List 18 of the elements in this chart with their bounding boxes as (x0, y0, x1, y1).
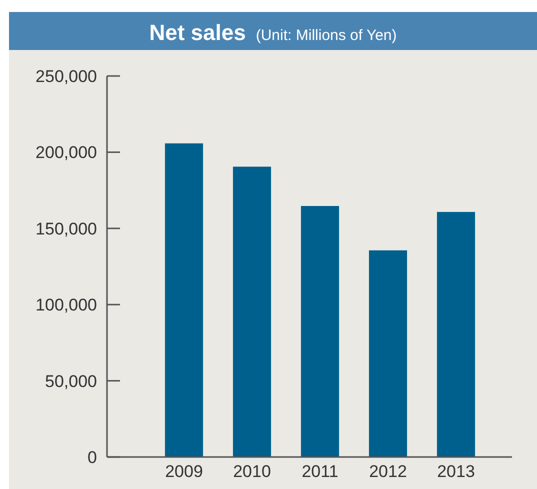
bar (232, 166, 272, 457)
chart-title: Net sales (149, 20, 246, 45)
x-tick-label: 2009 (165, 462, 203, 481)
chart-subtitle: (Unit: Millions of Yen) (256, 27, 397, 44)
y-tick-label: 0 (88, 448, 97, 467)
bar (436, 212, 476, 457)
y-tick-label: 150,000 (36, 219, 97, 238)
x-tick-label: 2011 (302, 462, 338, 481)
y-tick-label: 200,000 (36, 143, 97, 162)
bar (164, 143, 204, 457)
bar (300, 206, 340, 457)
y-tick-label: 50,000 (45, 372, 97, 391)
y-tick-label: 100,000 (36, 296, 97, 315)
bar (368, 250, 408, 457)
x-tick-label: 2010 (233, 462, 271, 481)
y-tick-label: 250,000 (36, 66, 97, 86)
x-tick-label: 2013 (437, 462, 475, 481)
x-tick-label: 2012 (369, 462, 407, 481)
